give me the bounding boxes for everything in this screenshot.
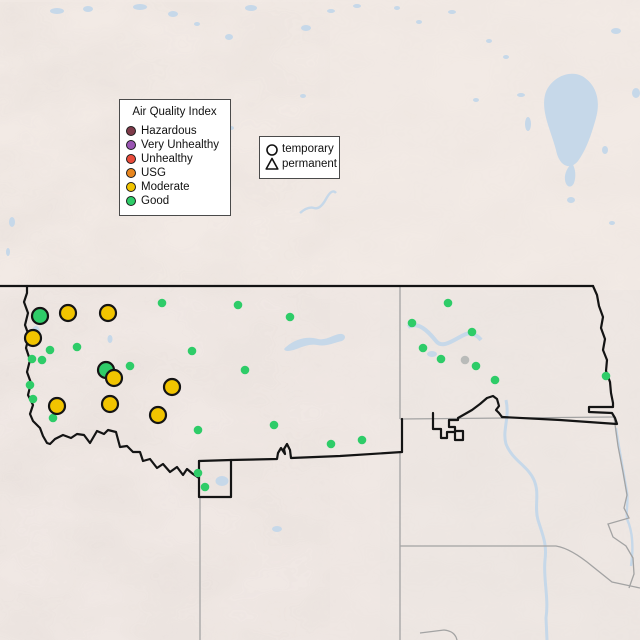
station-marker-moderate <box>98 303 118 323</box>
aqi-color-swatch <box>126 168 136 178</box>
aqi-legend-item: Hazardous <box>126 124 224 138</box>
stations-large-layer <box>23 303 182 425</box>
legend-row-permanent: permanent <box>265 156 337 171</box>
outlined-region-layer <box>0 284 619 499</box>
border-nd-south <box>431 394 504 440</box>
station-marker-good <box>436 354 446 364</box>
aqi-color-swatch <box>126 140 136 150</box>
station-marker-good <box>193 425 203 435</box>
aqi-legend-item: Good <box>126 194 224 208</box>
aqi-color-swatch <box>126 182 136 192</box>
marker-type-legend: temporary permanent <box>259 136 340 179</box>
station-marker-good <box>30 306 50 326</box>
aqi-item-label: Hazardous <box>141 125 197 137</box>
station-marker-good <box>72 342 82 352</box>
legend-row-temporary: temporary <box>265 141 334 156</box>
station-marker-good <box>326 439 336 449</box>
lake-large <box>544 73 598 167</box>
station-marker-good <box>233 300 243 310</box>
state-borders-layer <box>199 287 640 640</box>
permanent-triangle-icon <box>265 157 279 170</box>
aqi-item-label: Good <box>141 195 170 207</box>
station-marker-good <box>443 298 453 308</box>
station-marker-good <box>28 394 38 404</box>
station-marker-good <box>467 327 477 337</box>
aqi-item-label: USG <box>141 167 166 179</box>
aqi-color-swatch <box>126 154 136 164</box>
station-marker-good <box>25 380 35 390</box>
aqi-legend-item: Moderate <box>126 180 224 194</box>
aqi-item-label: Moderate <box>141 181 190 193</box>
river-missouri <box>503 399 549 640</box>
station-marker-good <box>357 435 367 445</box>
aqi-legend-item: Very Unhealthy <box>126 138 224 152</box>
station-marker-moderate <box>162 377 182 397</box>
border-sd-ne <box>400 545 640 589</box>
station-marker-good <box>193 468 203 478</box>
lake-yellowstone <box>215 476 229 486</box>
station-marker-good <box>269 420 279 430</box>
station-marker-good <box>125 361 135 371</box>
station-marker-good <box>285 312 295 322</box>
station-marker-good <box>187 346 197 356</box>
border-sd-mn <box>607 416 635 589</box>
station-marker-moderate <box>47 396 67 416</box>
temporary-circle-icon <box>266 143 278 156</box>
station-marker-good <box>471 361 481 371</box>
station-marker-good <box>200 482 210 492</box>
station-marker-good <box>37 355 47 365</box>
aqi-legend-items: Hazardous Very Unhealthy Unhealthy USG Moder… <box>125 124 224 208</box>
station-marker-good <box>418 343 428 353</box>
station-marker-good <box>490 375 500 385</box>
station-marker-nodata <box>460 355 470 365</box>
aqi-color-swatch <box>126 196 136 206</box>
aqi-legend-title: Air Quality Index <box>132 106 217 118</box>
border-mt-south <box>197 442 404 463</box>
aqi-legend-item: USG <box>126 166 224 180</box>
aqi-color-swatch <box>126 126 136 136</box>
station-marker-good <box>240 365 250 375</box>
station-marker-moderate <box>100 394 120 414</box>
aqi-legend: Air Quality Index Hazardous Very Unhealth… <box>119 99 231 216</box>
temporary-label: temporary <box>282 142 334 155</box>
station-marker-moderate <box>58 303 78 323</box>
aqi-item-label: Unhealthy <box>141 153 193 165</box>
station-marker-moderate <box>23 328 43 348</box>
station-marker-good <box>27 354 37 364</box>
station-marker-good <box>48 413 58 423</box>
lake-fort-peck <box>284 333 345 351</box>
stations-small-layer <box>25 298 611 492</box>
station-marker-moderate <box>148 405 168 425</box>
border-nd-east <box>500 284 619 426</box>
station-marker-good <box>157 298 167 308</box>
station-marker-good <box>601 371 611 381</box>
aqi-item-label: Very Unhealthy <box>141 139 219 151</box>
permanent-label: permanent <box>282 157 337 170</box>
station-marker-moderate <box>104 368 124 388</box>
aqi-legend-item: Unhealthy <box>126 152 224 166</box>
border-wy-ne <box>419 629 458 640</box>
station-marker-good <box>407 318 417 328</box>
station-marker-good <box>45 345 55 355</box>
